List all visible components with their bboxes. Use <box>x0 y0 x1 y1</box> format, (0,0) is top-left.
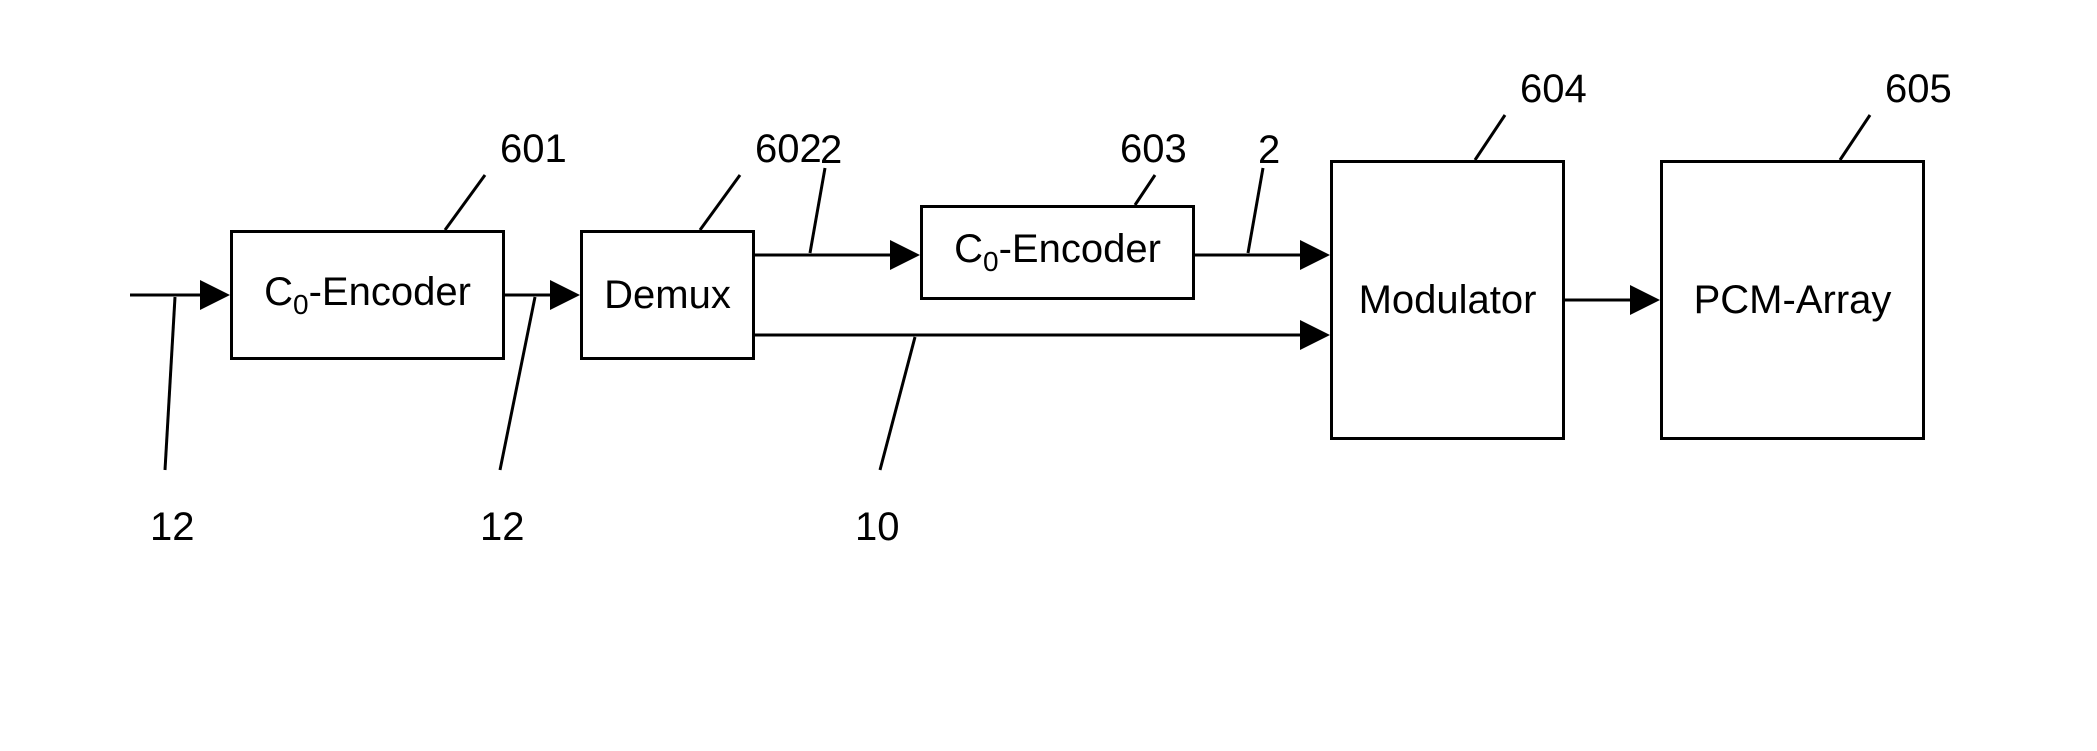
wire-label-12b: 12 <box>480 505 525 550</box>
block-encoder1-label: C0-Encoder <box>264 270 471 321</box>
wire-label-2a: 2 <box>820 128 842 173</box>
block-modulator-label: Modulator <box>1359 278 1537 323</box>
block-encoder2: C0-Encoder <box>920 205 1195 300</box>
ref-601: 601 <box>500 127 567 172</box>
ref-603: 603 <box>1120 127 1187 172</box>
ref-604: 604 <box>1520 67 1587 112</box>
block-modulator: Modulator <box>1330 160 1565 440</box>
block-pcmarray: PCM-Array <box>1660 160 1925 440</box>
ref-605: 605 <box>1885 67 1952 112</box>
block-encoder2-label: C0-Encoder <box>954 227 1161 278</box>
block-pcmarray-label: PCM-Array <box>1694 278 1892 323</box>
wire-label-2b: 2 <box>1258 128 1280 173</box>
ref-602: 602 <box>755 127 822 172</box>
block-demux: Demux <box>580 230 755 360</box>
block-diagram: C0-Encoder Demux C0-Encoder Modulator PC… <box>0 0 2097 751</box>
block-encoder1: C0-Encoder <box>230 230 505 360</box>
block-demux-label: Demux <box>604 273 731 318</box>
wire-label-10: 10 <box>855 505 900 550</box>
wire-label-12a: 12 <box>150 505 195 550</box>
